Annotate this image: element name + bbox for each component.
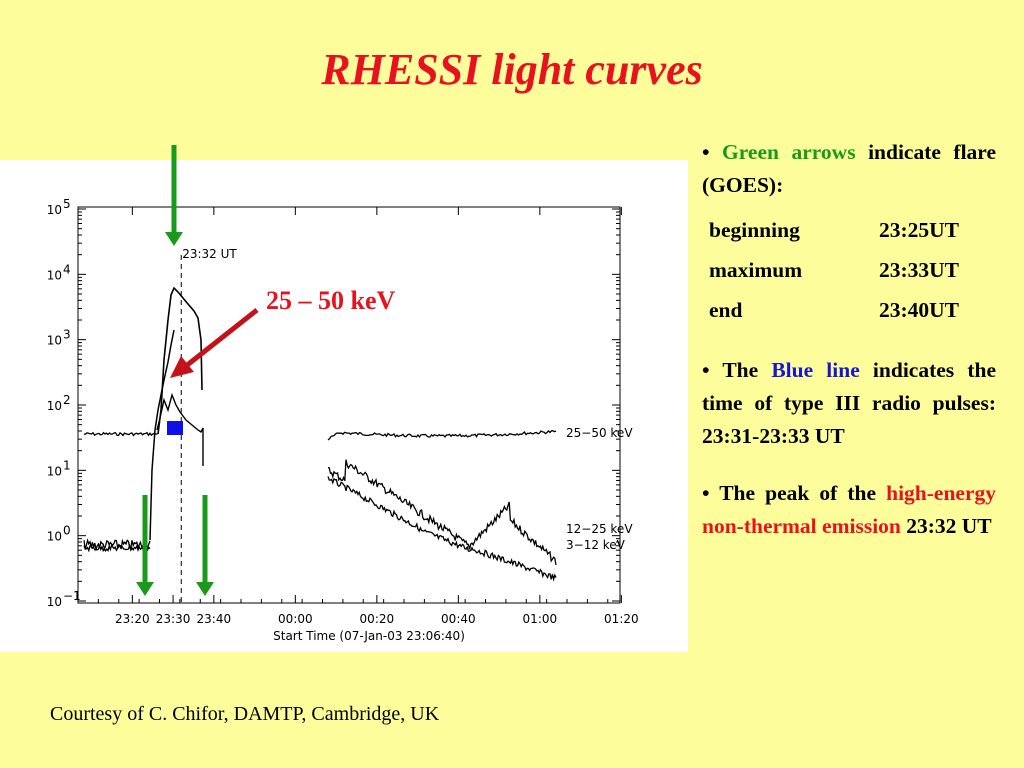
bullet-mark: • [702,140,710,164]
x-tick-label: 01:00 [523,612,558,626]
bullet-list: • Green arrows indicate flare (GOES): be… [702,136,996,543]
x-tick-label: 23:20 [115,612,150,626]
curve-rise [149,329,175,541]
y-tick-label: 10 [47,530,62,544]
goes-value: 23:33UT [879,257,960,282]
blue-line-label: Blue line [771,358,860,382]
green-arrows-label: Green arrows [722,140,856,164]
goes-label: beginning [709,217,800,242]
y-tick-exp: 3 [63,328,71,342]
chart-panel [0,160,688,652]
x-tick-label: 23:40 [197,612,232,626]
bullet-peak-rest: 23:32 UT [900,514,992,538]
y-tick-label: 10 [47,464,62,478]
red-arrow-head [170,356,194,378]
bullet-mark: • [702,358,710,382]
bullet-blue-rest: indicates the time of type III radio pul… [702,358,996,448]
goes-label: maximum [709,257,803,282]
x-tick-label: 00:40 [441,612,476,626]
series-label: 25−50 keV [566,426,633,440]
arrows-layer [136,145,259,596]
bullet-blue-pre: The [722,358,772,382]
y-tick-label: 10 [47,203,62,217]
y-tick-exp: 1 [63,458,71,472]
series-label: 3−12 keV [566,538,626,552]
curve-25-50-decay [156,392,204,466]
bullet-mark: • [702,481,710,505]
bullet-peak-pre: The peak of the [719,481,887,505]
green-arrow-beginning-head [136,582,154,596]
x-tick-label: 00:20 [360,612,395,626]
y-tick-exp: 2 [63,393,71,407]
energy-annotation: 25 – 50 keV [266,286,396,315]
y-tick-label: 10 [47,268,62,282]
curve-25-50-flare [157,286,203,435]
bullet-peak-text: • The peak of the high-energy non-therma… [702,477,996,543]
y-tick-exp: 5 [63,197,71,211]
y-tick-exp: 0 [63,524,71,538]
curve-25-50-late [327,429,557,441]
bullet-blue-text: • The Blue line indicates the time of ty… [702,354,996,453]
bullet-goes: • Green arrows indicate flare (GOES): be… [702,136,996,330]
green-arrow-peak-head [165,232,183,246]
goes-value: 23:25UT [879,217,960,242]
curve-3-12-late [327,476,557,582]
y-tick-exp: 4 [63,262,71,276]
curve-25-50-pre [83,431,158,437]
x-axis-label: Start Time (07-Jan-03 23:06:40) [273,629,465,643]
curve-12-25-late [327,459,557,566]
red-arrow-shaft [184,308,259,368]
slide-title: RHESSI light curves [321,45,703,94]
curve-12-25-pre [83,538,151,552]
credit-line: Courtesy of C. Chifor, DAMTP, Cambridge,… [50,703,440,725]
curve-3-12-pre [83,543,151,553]
goes-row-beginning: beginning 23:25UT [702,210,996,250]
x-tick-label: 23:30 [156,612,191,626]
y-tick-label: 10 [47,399,62,413]
y-tick-exp: −1 [63,589,81,603]
goes-row-end: end 23:40UT [702,290,996,330]
bullet-peak: • The peak of the high-energy non-therma… [702,477,996,543]
green-arrow-end-head [196,582,214,596]
high-energy-label: high-energy non-thermal emission [702,481,996,538]
bullet-blue-line: • The Blue line indicates the time of ty… [702,354,996,453]
goes-value: 23:40UT [879,297,960,322]
bullet-goes-rest: indicate flare (GOES): [702,140,997,197]
x-tick-label: 01:20 [604,612,639,626]
y-tick-label: 10 [47,595,62,609]
peak-label: 23:32 UT [182,247,237,261]
y-tick-label: 10 [47,334,62,348]
bullet-goes-text: • Green arrows indicate flare (GOES): [702,136,996,202]
radio-pulse-marker [167,421,183,435]
goes-row-maximum: maximum 23:33UT [702,250,996,290]
goes-label: end [709,297,743,322]
x-tick-label: 00:00 [278,612,313,626]
series-label: 12−25 keV [566,522,633,536]
